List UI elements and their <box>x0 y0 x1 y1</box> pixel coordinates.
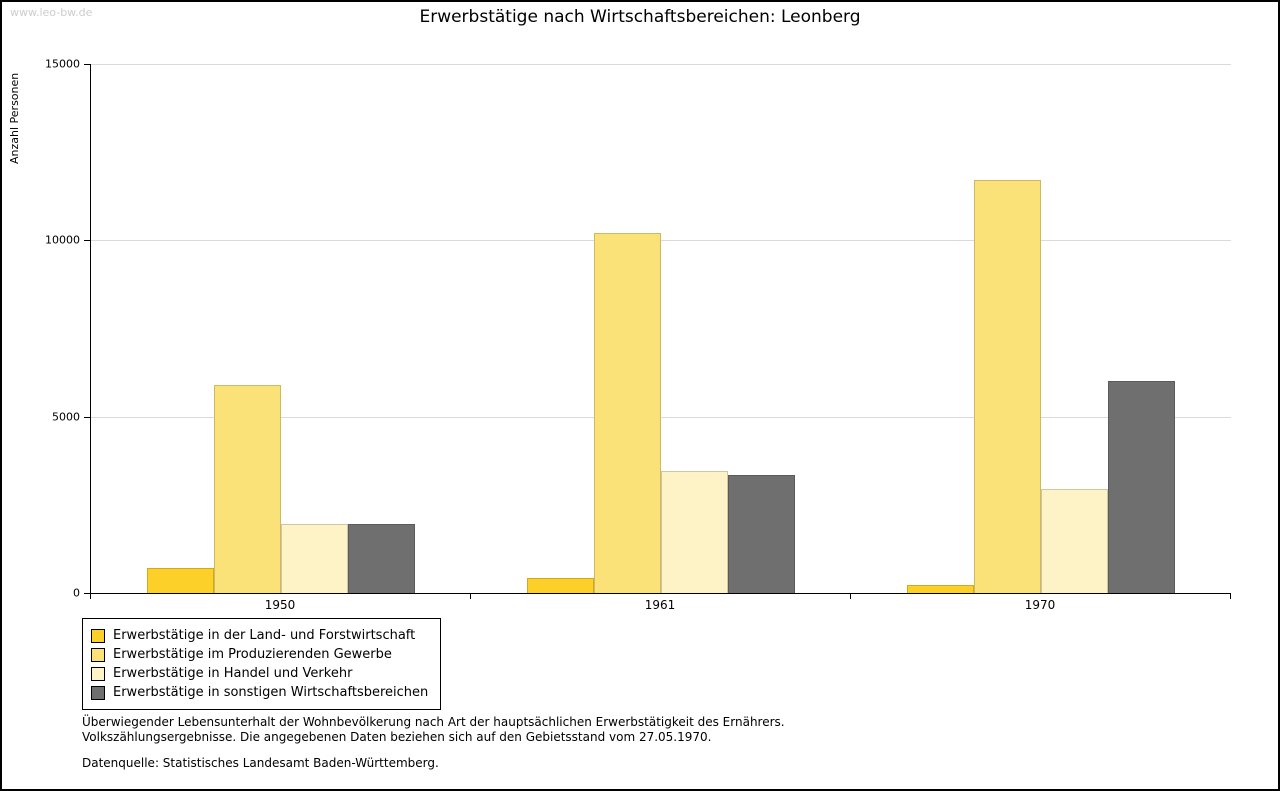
gridline-5000 <box>91 416 1231 418</box>
bar-1970-series1 <box>907 584 974 593</box>
x-tick-mark-3 <box>1230 594 1231 599</box>
bar-1970-series4 <box>1108 381 1175 593</box>
bar-1961-series2 <box>594 233 661 593</box>
bar-1961-series3 <box>661 471 728 593</box>
y-tick-mark-10000 <box>84 240 90 242</box>
bar-1970-series3 <box>1041 488 1108 593</box>
y-tick-label-15000: 15000 <box>45 57 80 71</box>
plot-area <box>90 64 1231 594</box>
bar-1970-series2 <box>974 180 1041 593</box>
footnotes: Überwiegender Lebensunterhalt der Wohnbe… <box>82 715 785 771</box>
x-axis-tick-marks <box>90 594 1231 600</box>
chart-title: Erwerbstätige nach Wirtschaftsbereichen:… <box>419 7 861 27</box>
x-tick-label-1950: 1950 <box>264 598 296 612</box>
bar-1961-series1 <box>527 578 594 593</box>
y-tick-mark-15000 <box>84 64 90 65</box>
bar-1950-series2 <box>214 384 281 593</box>
legend-item-1: Erwerbstätige in der Land- und Forstwirt… <box>91 626 428 645</box>
legend-item-3: Erwerbstätige in Handel und Verkehr <box>91 664 428 683</box>
x-tick-mark-1 <box>470 594 471 599</box>
x-tick-label-1961: 1961 <box>644 598 676 612</box>
x-tick-mark-0 <box>90 594 91 599</box>
y-tick-mark-5000 <box>84 416 90 418</box>
legend-item-2: Erwerbstätige im Produzierenden Gewerbe <box>91 645 428 664</box>
x-tick-label-1970: 1970 <box>1024 598 1056 612</box>
legend-label-4: Erwerbstätige in sonstigen Wirtschaftsbe… <box>113 685 429 700</box>
legend-swatch-1 <box>91 628 105 643</box>
legend: Erwerbstätige in der Land- und Forstwirt… <box>82 618 442 710</box>
x-tick-mark-2 <box>850 594 851 599</box>
y-axis-tick-marks <box>84 64 90 594</box>
legend-label-2: Erwerbstätige im Produzierenden Gewerbe <box>113 647 392 662</box>
legend-item-4: Erwerbstätige in sonstigen Wirtschaftsbe… <box>91 683 428 702</box>
legend-swatch-4 <box>91 685 105 700</box>
bar-1950-series3 <box>281 524 348 593</box>
bar-1950-series4 <box>348 524 415 593</box>
bar-1950-series1 <box>147 568 214 593</box>
legend-label-3: Erwerbstätige in Handel und Verkehr <box>113 666 353 681</box>
x-axis-tick-labels: 1950 1961 1970 <box>90 598 1230 614</box>
y-axis-tick-labels: 0 5000 10000 15000 <box>2 58 80 600</box>
footnote-line1: Überwiegender Lebensunterhalt der Wohnbe… <box>82 715 785 729</box>
bar-1961-series4 <box>728 474 795 593</box>
footnote-line2: Volkszählungsergebnisse. Die angegebenen… <box>82 730 712 744</box>
legend-label-1: Erwerbstätige in der Land- und Forstwirt… <box>113 628 416 643</box>
legend-swatch-2 <box>91 647 105 662</box>
y-tick-mark-0 <box>84 593 90 594</box>
legend-swatch-3 <box>91 666 105 681</box>
y-tick-label-0: 0 <box>73 586 80 600</box>
y-tick-label-5000: 5000 <box>52 410 80 424</box>
gridline-15000 <box>91 64 1231 65</box>
data-source: Datenquelle: Statistisches Landesamt Bad… <box>82 756 439 770</box>
y-tick-label-10000: 10000 <box>45 233 80 247</box>
gridline-10000 <box>91 240 1231 242</box>
watermark: www.leo-bw.de <box>10 6 93 19</box>
